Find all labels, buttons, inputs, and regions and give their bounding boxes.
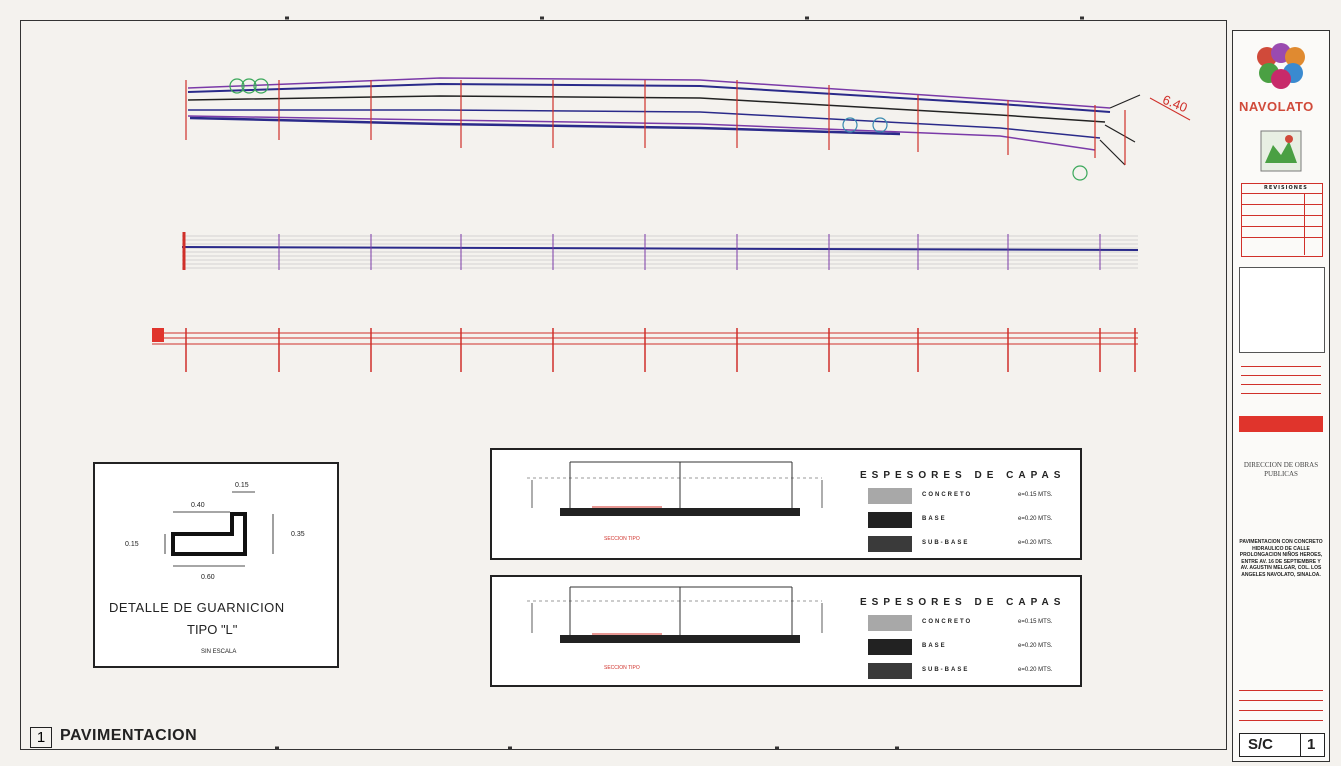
curb-detail-title-line1: DETALLE DE GUARNICION	[109, 600, 285, 615]
section-1-layer-subbase: SUB-BASE e=0.20 MTS.	[868, 536, 1068, 554]
project-description: PAVIMENTACION CON CONCRETO HIDRAULICO DE…	[1239, 539, 1323, 578]
curb-dim-left: 0.15	[125, 541, 139, 548]
section-2-layer-base: BASE e=0.20 MTS.	[868, 639, 1068, 657]
curb-detail-title-line2: TIPO "L"	[187, 622, 238, 637]
layer-thickness: e=0.20 MTS.	[1018, 540, 1053, 546]
scale-value: S/C	[1248, 736, 1274, 753]
layer-swatch	[868, 663, 912, 679]
red-accent-block	[1239, 416, 1323, 432]
layer-thickness: e=0.20 MTS.	[1018, 516, 1053, 522]
svg-text:SECCION TIPO: SECCION TIPO	[604, 665, 640, 671]
cross-section-2: SECCION TIPO	[527, 586, 823, 671]
stamp-box	[1239, 267, 1325, 353]
brand-name: NAVOLATO	[1239, 99, 1314, 114]
layer-name: SUB-BASE	[922, 667, 970, 673]
layer-swatch	[868, 536, 912, 552]
layer-name: BASE	[922, 516, 947, 522]
curb-dim-right: 0.35	[291, 531, 305, 538]
cross-section-1: SECCION TIPO	[527, 461, 823, 542]
section-panel-2: SECCION TIPO ESPESORES DE CAPAS CONCRETO…	[490, 575, 1082, 687]
title-block: NAVOLATO REVISIONES DIRECCION DE OBRAS P…	[1232, 30, 1330, 762]
curb-dim-top: 0.15	[235, 482, 249, 489]
section-1-layer-base: BASE e=0.20 MTS.	[868, 512, 1068, 530]
sheet-number: 1	[30, 727, 52, 748]
navolato-logo-icon	[1257, 43, 1305, 89]
layer-swatch	[868, 639, 912, 655]
svg-text:SECCION TIPO: SECCION TIPO	[604, 536, 640, 542]
section-1-heading: ESPESORES DE CAPAS	[860, 470, 1066, 481]
revisions-table: REVISIONES	[1241, 183, 1323, 257]
layer-name: CONCRETO	[922, 619, 973, 625]
drawing-border	[20, 20, 1227, 750]
layer-name: CONCRETO	[922, 492, 973, 498]
curb-dim-width-top: 0.40	[191, 502, 205, 509]
layer-swatch	[868, 488, 912, 504]
layer-swatch	[868, 615, 912, 631]
section-1-layer-concrete: CONCRETO e=0.15 MTS.	[868, 488, 1068, 506]
section-2-heading: ESPESORES DE CAPAS	[860, 597, 1066, 608]
layer-swatch	[868, 512, 912, 528]
layer-name: SUB-BASE	[922, 540, 970, 546]
signature-lines	[1241, 361, 1321, 401]
curb-detail-drawing	[164, 491, 274, 567]
department-name: DIRECCION DE OBRAS PUBLICAS	[1243, 461, 1319, 478]
title-block-rows	[1239, 686, 1323, 726]
layer-thickness: e=0.20 MTS.	[1018, 643, 1053, 649]
layer-thickness: e=0.15 MTS.	[1018, 492, 1053, 498]
sheet-title: PAVIMENTACION	[60, 727, 198, 744]
revisions-heading: REVISIONES	[1264, 185, 1308, 191]
layer-thickness: e=0.20 MTS.	[1018, 667, 1053, 673]
sheet-number-box: 1	[1307, 736, 1316, 753]
layer-name: BASE	[922, 643, 947, 649]
municipal-seal-icon	[1260, 130, 1302, 172]
curb-detail-panel: 0.15 0.40 0.15 0.35 0.60 DETALLE DE GUAR…	[93, 462, 339, 668]
section-2-layer-concrete: CONCRETO e=0.15 MTS.	[868, 615, 1068, 633]
layer-thickness: e=0.15 MTS.	[1018, 619, 1053, 625]
curb-dim-bottom: 0.60	[201, 574, 215, 581]
section-2-layer-subbase: SUB-BASE e=0.20 MTS.	[868, 663, 1068, 681]
section-panel-1: SECCION TIPO ESPESORES DE CAPAS CONCRETO…	[490, 448, 1082, 560]
curb-detail-subtitle: SIN ESCALA	[201, 649, 237, 655]
scale-box: S/C 1	[1239, 733, 1325, 757]
